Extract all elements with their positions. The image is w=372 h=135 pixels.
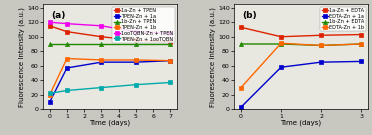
Line: 1a-Zn + TPEN: 1a-Zn + TPEN <box>48 24 173 44</box>
1ooTQBN-Zn + TPEN <box>168 32 173 34</box>
1b-Zn + TPEN <box>99 43 104 45</box>
Line: TPEN-Zn + 1b: TPEN-Zn + 1b <box>48 56 173 97</box>
X-axis label: Time (days): Time (days) <box>90 120 131 126</box>
1b-Zn + TPEN <box>168 43 173 45</box>
EDTA-Zn + 1b <box>359 43 363 45</box>
1ooTQBN-Zn + TPEN <box>134 31 138 32</box>
Line: 1a-Zn + EDTA: 1a-Zn + EDTA <box>239 25 363 39</box>
Line: 1b-Zn + TPEN: 1b-Zn + TPEN <box>48 42 173 46</box>
EDTA-Zn + 1a <box>319 61 323 63</box>
Text: (a): (a) <box>51 11 65 20</box>
1b-Zn + TPEN <box>134 43 138 45</box>
Line: EDTA-Zn + 1a: EDTA-Zn + 1a <box>239 59 363 109</box>
EDTA-Zn + 1b <box>279 42 283 44</box>
1ooTQBN-Zn + TPEN <box>99 25 104 27</box>
Legend: 1a-Zn + EDTA, EDTA-Zn + 1a, 1b-Zn + EDTA, EDTA-Zn + 1b: 1a-Zn + EDTA, EDTA-Zn + 1a, 1b-Zn + EDTA… <box>320 7 366 31</box>
Text: (b): (b) <box>242 11 256 20</box>
TPEN-Zn + 1a <box>134 61 138 63</box>
Line: 1b-Zn + EDTA: 1b-Zn + EDTA <box>239 42 363 48</box>
TPEN-Zn + 1ooTQBN <box>65 90 69 91</box>
Legend: 1a-Zn + TPEN, TPEN-Zn + 1a, 1b-Zn + TPEN, TPEN-Zn + 1b, 1ooTQBN-Zn + TPEN, TPEN-: 1a-Zn + TPEN, TPEN-Zn + 1a, 1b-Zn + TPEN… <box>112 7 175 43</box>
TPEN-Zn + 1b <box>168 60 173 62</box>
TPEN-Zn + 1b <box>99 59 104 61</box>
1b-Zn + EDTA <box>319 45 323 46</box>
Y-axis label: Fluorescence Intensity (a.u.): Fluorescence Intensity (a.u.) <box>19 7 25 107</box>
TPEN-Zn + 1b <box>134 59 138 61</box>
TPEN-Zn + 1ooTQBN <box>48 93 52 94</box>
EDTA-Zn + 1b <box>239 87 243 88</box>
1b-Zn + EDTA <box>239 43 243 45</box>
EDTA-Zn + 1a <box>359 61 363 62</box>
X-axis label: Time (days): Time (days) <box>280 120 321 126</box>
Line: TPEN-Zn + 1ooTQBN: TPEN-Zn + 1ooTQBN <box>48 80 173 95</box>
TPEN-Zn + 1b <box>48 94 52 96</box>
1ooTQBN-Zn + TPEN <box>48 21 52 23</box>
TPEN-Zn + 1a <box>168 60 173 62</box>
1a-Zn + TPEN <box>99 36 104 38</box>
Line: EDTA-Zn + 1b: EDTA-Zn + 1b <box>239 41 363 90</box>
1b-Zn + TPEN <box>65 43 69 45</box>
TPEN-Zn + 1ooTQBN <box>168 82 173 83</box>
EDTA-Zn + 1a <box>279 66 283 68</box>
1a-Zn + EDTA <box>279 36 283 38</box>
Line: TPEN-Zn + 1a: TPEN-Zn + 1a <box>48 59 173 104</box>
TPEN-Zn + 1a <box>48 101 52 103</box>
TPEN-Zn + 1ooTQBN <box>99 87 104 88</box>
1ooTQBN-Zn + TPEN <box>65 23 69 24</box>
1b-Zn + TPEN <box>48 43 52 45</box>
1a-Zn + TPEN <box>65 31 69 32</box>
1b-Zn + EDTA <box>279 43 283 45</box>
TPEN-Zn + 1ooTQBN <box>134 84 138 85</box>
Line: 1ooTQBN-Zn + TPEN: 1ooTQBN-Zn + TPEN <box>48 20 173 35</box>
Y-axis label: Fluorescence Intensity (a.u.): Fluorescence Intensity (a.u.) <box>210 7 217 107</box>
EDTA-Zn + 1a <box>239 106 243 108</box>
1b-Zn + EDTA <box>359 43 363 45</box>
1a-Zn + TPEN <box>134 40 138 41</box>
1a-Zn + EDTA <box>239 26 243 28</box>
1a-Zn + EDTA <box>319 34 323 36</box>
TPEN-Zn + 1b <box>65 58 69 59</box>
1a-Zn + EDTA <box>359 34 363 35</box>
1a-Zn + TPEN <box>168 41 173 43</box>
TPEN-Zn + 1a <box>99 61 104 63</box>
1a-Zn + TPEN <box>48 25 52 27</box>
EDTA-Zn + 1b <box>319 45 323 46</box>
TPEN-Zn + 1a <box>65 67 69 69</box>
